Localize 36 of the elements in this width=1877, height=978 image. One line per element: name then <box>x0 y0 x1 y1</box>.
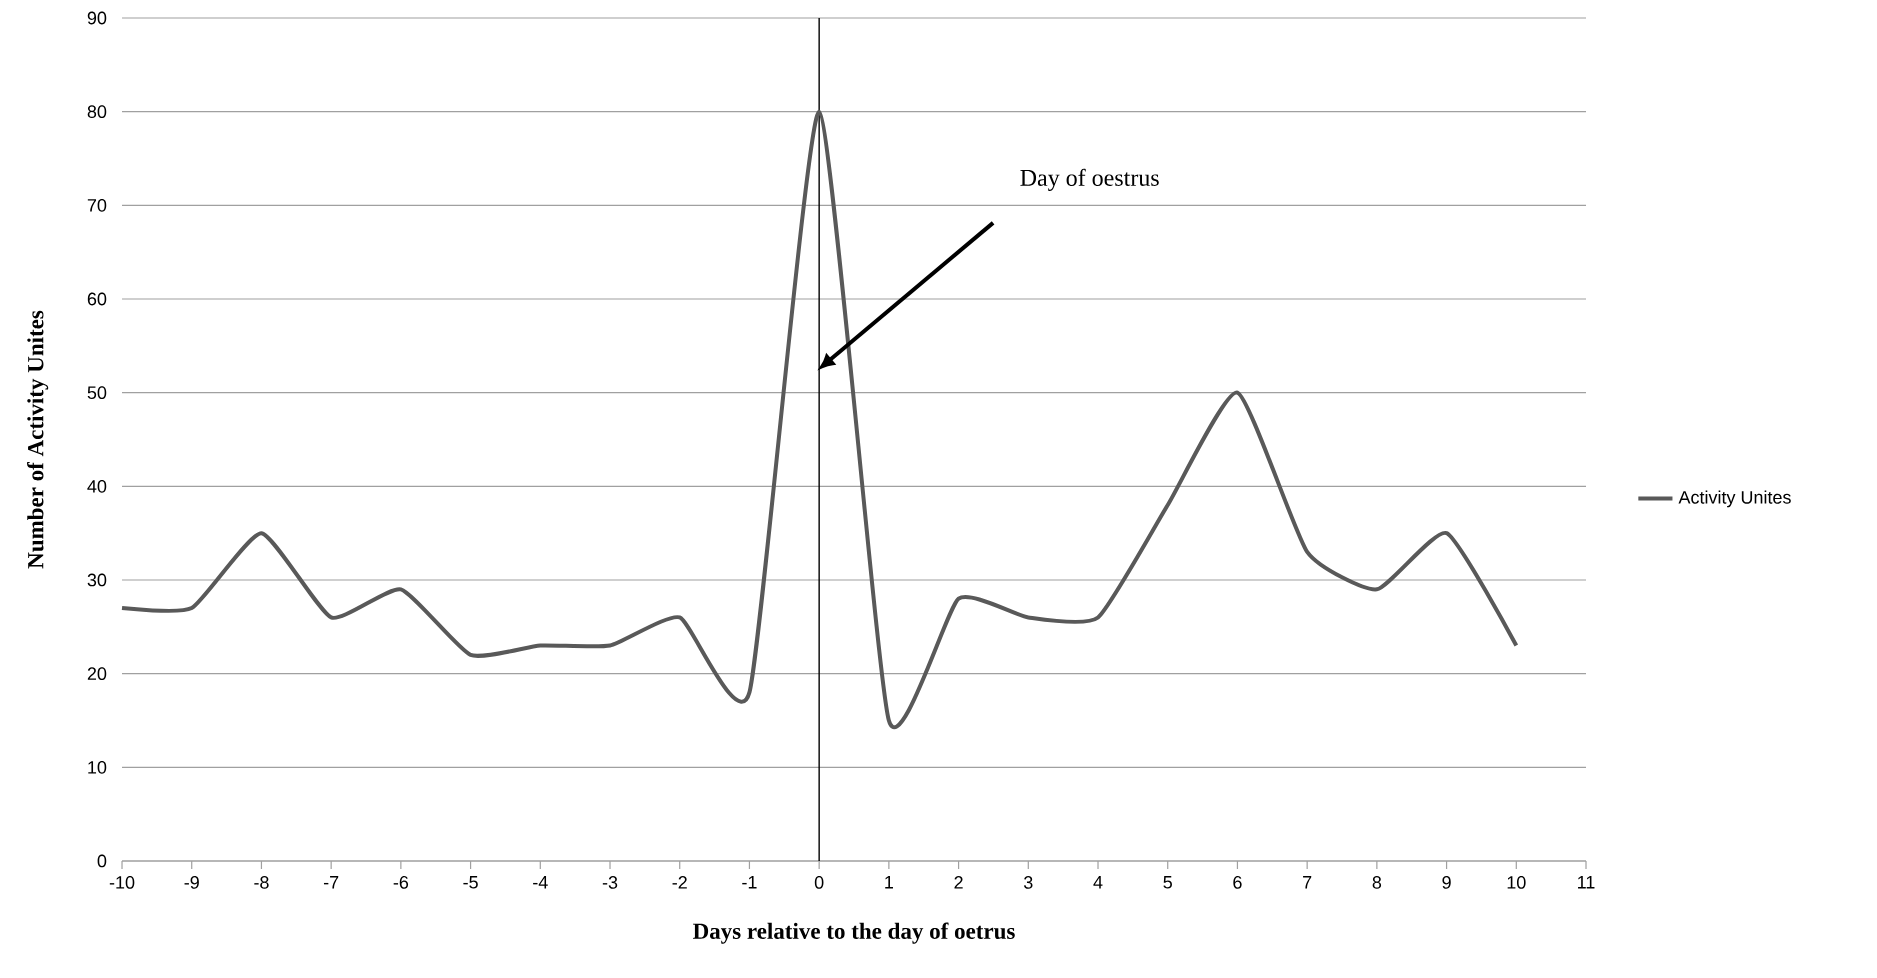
x-tick-label: -2 <box>672 876 687 889</box>
y-tick-label: 50 <box>87 386 107 400</box>
legend-label: Activity Unites <box>1678 490 1791 508</box>
x-tick-label: -10 <box>109 876 135 889</box>
x-tick-label: 8 <box>1372 876 1382 889</box>
y-tick-label: 80 <box>87 105 107 119</box>
x-tick-label: 3 <box>1023 876 1033 889</box>
x-tick-label: -3 <box>602 876 618 889</box>
y-tick-label: 20 <box>87 667 107 681</box>
y-tick-label: 90 <box>87 11 107 25</box>
y-tick-label: 70 <box>87 198 107 212</box>
x-tick-label: 4 <box>1093 876 1103 889</box>
x-tick-label: 2 <box>954 876 963 889</box>
x-tick-label: 6 <box>1233 876 1242 889</box>
x-tick-label: -8 <box>254 876 269 889</box>
x-tick-label: -4 <box>533 876 548 889</box>
x-tick-label: -6 <box>393 876 409 889</box>
y-tick-label: 30 <box>87 573 107 587</box>
x-tick-label: 0 <box>814 876 824 889</box>
x-tick-label: -1 <box>742 876 757 889</box>
y-tick-label: 0 <box>97 854 107 868</box>
annotation: Day of oestrus <box>1020 168 1159 191</box>
x-tick-label: 1 <box>885 876 893 889</box>
y-tick-label: 60 <box>87 292 107 306</box>
x-tick-label: 7 <box>1303 876 1312 889</box>
y-tick-label: 10 <box>88 760 107 774</box>
x-tick-label: 5 <box>1163 876 1172 889</box>
x-tick-label: -9 <box>184 876 199 889</box>
x-tick-label: -7 <box>323 876 339 889</box>
x-tick-label: 11 <box>1578 876 1595 889</box>
x-tick-label: -5 <box>463 876 478 889</box>
x-tick-label: 10 <box>1507 876 1526 889</box>
y-axis-title: Number of Activity Unites <box>27 310 49 569</box>
x-tick-label: 9 <box>1442 876 1451 889</box>
y-tick-label: 40 <box>87 479 107 493</box>
x-axis-title: Days relative to the day of oetrus <box>693 922 1015 944</box>
